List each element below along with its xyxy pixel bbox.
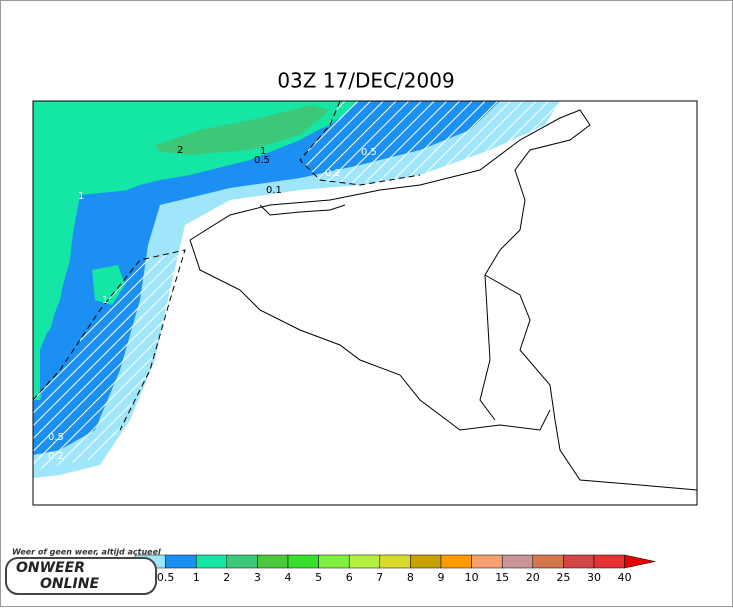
contour-label: 0.5 [48,432,64,443]
contour-label: 0.2 [325,168,341,179]
colorbar-swatch [532,554,564,569]
colorbar: 0.5 1 2 3 4 5 6 7 8 9 10 15 20 25 30 40 [134,554,656,584]
contour-label: 0.1 [266,185,282,196]
map-frame [32,100,698,506]
colorbar-swatch [257,554,289,569]
logo-slogan: Weer of geen weer, altijd actueel [12,548,161,557]
colorbar-swatch [593,554,625,569]
contour-label: 0.2 [48,451,64,462]
colorbar-swatch [226,554,258,569]
colorbar-arrow [624,554,656,569]
colorbar-label: 1 [193,571,200,584]
colorbar-label: 2 [223,571,230,584]
colorbar-swatch [195,554,228,569]
logo-line2: ONLINE [40,576,99,592]
contour-label: 0.5 [361,147,377,158]
contour-label: 1 [260,146,266,157]
colorbar-label: 3 [254,571,261,584]
colorbar-label: 4 [285,571,292,584]
colorbar-swatch [165,554,197,569]
colorbar-swatch [563,554,595,569]
colorbar-label: 0.5 [157,571,175,584]
contour-label: 0.5 [254,155,270,166]
colorbar-label: 5 [315,571,322,584]
colorbar-label: 7 [376,571,383,584]
colorbar-label: 25 [556,571,570,584]
colorbar-label: 40 [618,571,632,584]
logo-line1: ONWEER [16,560,85,576]
colorbar-label: 9 [438,571,445,584]
logo: Weer of geen weer, altijd actueel ONWEER… [5,548,161,595]
colorbar-swatch [287,554,319,569]
map-title: 03Z 17/DEC/2009 [277,69,454,93]
colorbar-swatch [410,554,442,569]
colorbar-swatch [471,554,503,569]
contour-label: 1 [102,295,108,306]
precip-field [33,101,697,491]
colorbar-label: 10 [465,571,479,584]
colorbar-label: 20 [526,571,540,584]
contour-label: 2 [177,145,183,156]
colorbar-label: 6 [346,571,353,584]
colorbar-swatch [440,554,472,569]
colorbar-swatch [348,554,381,569]
logo-badge [5,557,157,595]
colorbar-swatch [501,554,534,569]
contour-label: 1 [78,191,84,202]
colorbar-swatch [379,554,411,569]
colorbar-label: 30 [587,571,601,584]
colorbar-swatch [318,554,350,569]
colorbar-label: 15 [495,571,509,584]
colorbar-label: 8 [407,571,414,584]
contour-labels: 2 1 0.5 1 0.1 0.2 0.5 1 0.5 0.2 [48,145,377,462]
